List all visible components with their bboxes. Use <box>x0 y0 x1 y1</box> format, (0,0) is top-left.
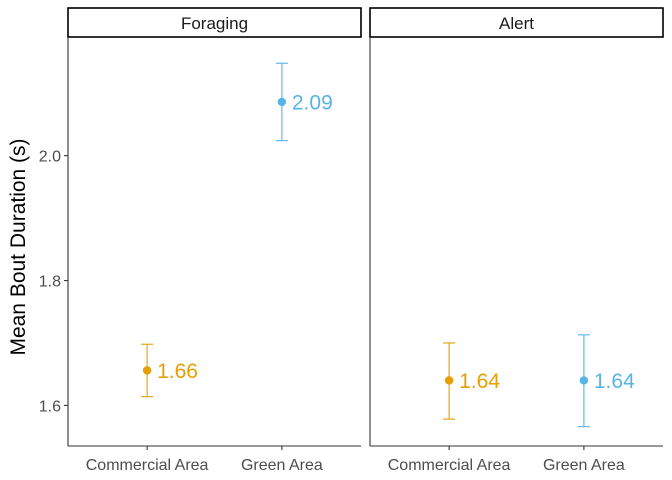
data-point <box>142 366 152 375</box>
y-tick-label: 1.6 <box>39 398 61 415</box>
panel-foraging: Foraging Commercial Area Green Area 1.66 2.0… <box>67 7 362 474</box>
data-point <box>444 376 454 385</box>
x-tick-label: Commercial Area <box>388 457 511 474</box>
data-label: 1.64 <box>459 370 500 393</box>
y-tick-label: 2.0 <box>39 149 61 166</box>
y-tick-label: 1.8 <box>39 274 61 291</box>
data-label: 2.09 <box>292 91 333 114</box>
facet-panels: 1.6 1.8 2.0 Foraging Commercial Area Green Ar… <box>39 7 664 474</box>
strip-header-alert <box>369 7 664 38</box>
strip-header-foraging <box>67 7 362 38</box>
data-label: 1.64 <box>594 370 635 393</box>
strip-title: Foraging <box>181 14 248 33</box>
data-point <box>579 376 589 385</box>
data-label: 1.66 <box>157 360 198 383</box>
x-tick-label: Green Area <box>241 457 323 474</box>
strip-title: Alert <box>499 14 534 33</box>
x-tick-label: Commercial Area <box>86 457 209 474</box>
x-tick-label: Green Area <box>543 457 625 474</box>
data-point <box>277 97 287 107</box>
y-axis-title: Mean Bout Duration (s) <box>7 138 30 355</box>
panel-alert: Alert Commercial Area Green Area 1.64 1.64 <box>369 7 664 474</box>
